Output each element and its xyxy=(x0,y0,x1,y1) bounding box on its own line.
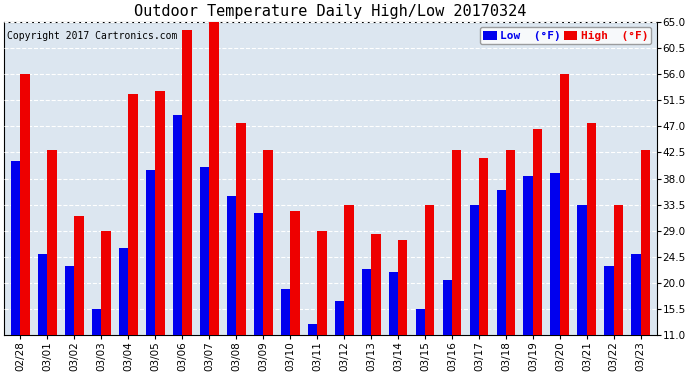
Bar xyxy=(641,150,650,335)
Bar xyxy=(335,300,344,335)
Bar xyxy=(479,158,489,335)
Bar xyxy=(344,205,353,335)
Bar xyxy=(560,74,569,335)
Bar xyxy=(155,92,165,335)
Bar xyxy=(631,254,641,335)
Bar xyxy=(415,309,425,335)
Bar xyxy=(128,94,138,335)
Bar xyxy=(388,272,398,335)
Bar xyxy=(524,176,533,335)
Bar xyxy=(442,280,452,335)
Bar xyxy=(317,231,326,335)
Bar xyxy=(101,231,110,335)
Bar xyxy=(200,167,209,335)
Bar xyxy=(119,248,128,335)
Bar xyxy=(469,205,479,335)
Bar xyxy=(308,324,317,335)
Bar xyxy=(614,205,623,335)
Bar xyxy=(65,266,75,335)
Bar xyxy=(92,309,101,335)
Bar xyxy=(425,205,435,335)
Bar xyxy=(506,150,515,335)
Bar xyxy=(227,196,236,335)
Bar xyxy=(587,123,596,335)
Bar xyxy=(533,129,542,335)
Bar xyxy=(290,210,299,335)
Bar xyxy=(146,170,155,335)
Bar xyxy=(263,150,273,335)
Bar xyxy=(398,240,408,335)
Bar xyxy=(20,74,30,335)
Bar xyxy=(38,254,48,335)
Bar xyxy=(11,161,20,335)
Bar xyxy=(254,213,263,335)
Bar xyxy=(281,289,290,335)
Title: Outdoor Temperature Daily High/Low 20170324: Outdoor Temperature Daily High/Low 20170… xyxy=(135,4,526,19)
Bar xyxy=(578,205,587,335)
Bar xyxy=(371,234,380,335)
Bar xyxy=(182,30,192,335)
Bar xyxy=(551,173,560,335)
Bar xyxy=(48,150,57,335)
Bar xyxy=(236,123,246,335)
Text: Copyright 2017 Cartronics.com: Copyright 2017 Cartronics.com xyxy=(8,31,178,41)
Bar xyxy=(75,216,83,335)
Bar xyxy=(497,190,506,335)
Bar xyxy=(172,115,182,335)
Bar xyxy=(452,150,462,335)
Legend: Low  (°F), High  (°F): Low (°F), High (°F) xyxy=(480,27,651,44)
Bar xyxy=(209,22,219,335)
Bar xyxy=(362,268,371,335)
Bar xyxy=(604,266,614,335)
